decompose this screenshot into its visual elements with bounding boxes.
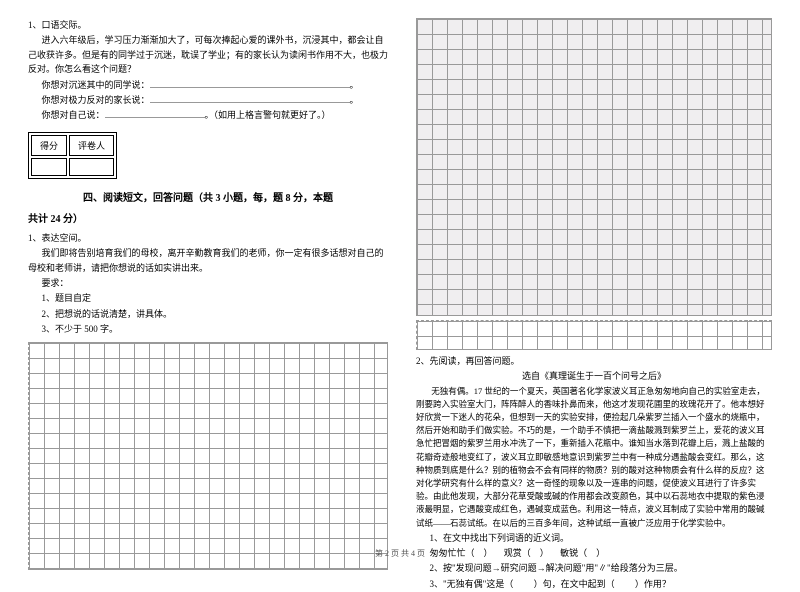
page-footer: 第 2 页 共 4 页 <box>0 548 800 559</box>
q2-sub3a: 3、"无独有偶"这是（ <box>430 579 514 589</box>
express-num: 1、表达空间。 <box>28 231 388 245</box>
score-h1: 得分 <box>31 135 67 156</box>
express-r1: 1、题目自定 <box>28 291 388 305</box>
q1-intro: 进入六年级后，学习压力渐渐加大了，可每次捧起心爱的课外书，沉浸其中，都会让自己收… <box>28 33 388 76</box>
q1-p2: 你想对极力反对的家长说：。 <box>28 93 388 107</box>
section4-title: 四、阅读短文，回答问题（共 3 小题，每，题 8 分，本题 <box>28 189 388 204</box>
writing-grid-left[interactable] <box>28 342 388 570</box>
score-h2: 评卷人 <box>69 135 114 156</box>
q2-sub3c: ）作用？ <box>635 579 671 589</box>
q1-p2-label: 你想对极力反对的家长说： <box>42 95 150 105</box>
q1-p3: 你想对自己说： 。（如用上格言警句就更好了。） <box>28 108 388 122</box>
q2-p1: 无独有偶。17 世纪的一个夏天，英国著名化学家波义耳正急匆匆地向自己的实验室走去… <box>416 385 772 530</box>
writing-grid-right-small[interactable] <box>416 320 772 350</box>
blank-2[interactable] <box>150 94 350 103</box>
blank-1[interactable] <box>150 79 350 88</box>
q1-p3-tail: 。（如用上格言警句就更好了。） <box>205 110 331 120</box>
left-column: 1、口语交际。 进入六年级后，学习压力渐渐加大了，可每次捧起心爱的课外书，沉浸其… <box>28 18 388 570</box>
right-column: 2、先阅读，再回答问题。 选自《真理诞生于一百个问号之后》 无独有偶。17 世纪… <box>416 18 772 592</box>
score-cell-1[interactable] <box>31 158 67 176</box>
score-cell-2[interactable] <box>69 158 114 176</box>
q2-sub3: 3、"无独有偶"这是（ ）句，在文中起到（ ）作用？ <box>416 577 772 591</box>
writing-grid-right-top[interactable] <box>416 18 772 316</box>
q2-source: 选自《真理诞生于一百个问号之后》 <box>416 369 772 383</box>
blank-3[interactable] <box>105 109 205 118</box>
q1-p1-label: 你想对沉迷其中的同学说： <box>42 80 150 90</box>
q2-sub2: 2、按"发现问题→研究问题→解决问题"用"∥"给段落分为三层。 <box>416 561 772 575</box>
q2-reading: 无独有偶。17 世纪的一个夏天，英国著名化学家波义耳正急匆匆地向自己的实验室走去… <box>416 385 772 530</box>
q1-p3-label: 你想对自己说： <box>42 110 105 120</box>
q1-p1: 你想对沉迷其中的同学说：。 <box>28 78 388 92</box>
express-req: 要求： <box>28 276 388 290</box>
q2-sub3b: ）句，在文中起到（ <box>534 579 615 589</box>
express-r3: 3、不少于 500 字。 <box>28 322 388 336</box>
express-r2: 2、把想说的话说清楚，讲具体。 <box>28 307 388 321</box>
q1-num: 1、口语交际。 <box>28 18 388 32</box>
score-box: 得分 评卷人 <box>28 132 117 179</box>
section4-title2: 共计 24 分） <box>28 210 388 225</box>
express-body: 我们即将告别培育我们的母校，离开辛勤教育我们的老师，你一定有很多话想对自己的母校… <box>28 246 388 275</box>
q2-num: 2、先阅读，再回答问题。 <box>416 354 772 368</box>
q2-sub1: 1、在文中找出下列词语的近义词。 <box>416 531 772 545</box>
